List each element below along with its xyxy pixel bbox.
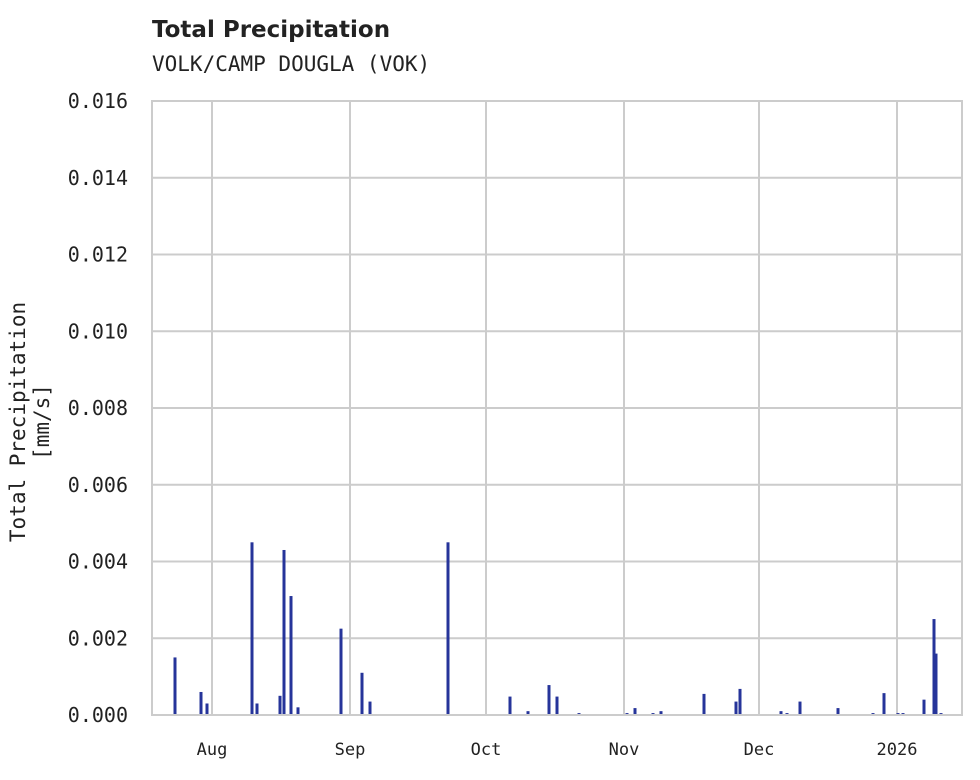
y-tick-label: 0.000 xyxy=(68,703,128,727)
grid-lines xyxy=(152,100,962,716)
precip-bar xyxy=(360,672,364,715)
precip-bar xyxy=(836,708,840,715)
precip-bar xyxy=(734,701,738,715)
x-tick-label: Dec xyxy=(744,740,775,760)
precip-bar xyxy=(446,542,450,715)
precip-bar xyxy=(555,696,559,715)
x-tick-label: Aug xyxy=(197,740,228,760)
precip-bar xyxy=(205,703,209,715)
precip-bar xyxy=(659,711,663,715)
precip-bar xyxy=(882,693,886,715)
y-tick-label: 0.014 xyxy=(68,166,128,190)
precip-bar xyxy=(922,699,926,715)
x-tick-label: Nov xyxy=(609,740,640,760)
x-tick-label: 2026 xyxy=(877,740,918,760)
x-axis-ticks: Aug Sep Oct Nov Dec 2026 xyxy=(197,740,918,760)
precip-bar xyxy=(368,701,372,715)
plot-frame xyxy=(151,100,963,716)
y-tick-label: 0.010 xyxy=(68,319,128,343)
data-series xyxy=(173,542,943,715)
precip-bar xyxy=(296,707,300,715)
y-axis-ticks: 0.000 0.002 0.004 0.006 0.008 0.010 0.012 0.014… xyxy=(68,89,128,727)
y-tick-label: 0.002 xyxy=(68,626,128,650)
precip-bar xyxy=(199,691,203,715)
precip-bar xyxy=(339,628,343,715)
x-tick-label: Sep xyxy=(335,740,366,760)
precip-bar xyxy=(633,708,637,715)
precip-bar xyxy=(934,653,938,715)
precip-bar xyxy=(289,596,293,715)
precip-bar xyxy=(250,542,254,715)
precip-bar xyxy=(173,657,177,715)
x-tick-label: Oct xyxy=(471,740,502,760)
precip-bar xyxy=(702,693,706,715)
precip-bar xyxy=(508,696,512,715)
precip-bar xyxy=(278,695,282,715)
precip-bar xyxy=(798,701,802,715)
precip-bar xyxy=(932,619,936,715)
y-tick-label: 0.004 xyxy=(68,550,128,574)
y-tick-label: 0.006 xyxy=(68,473,128,497)
chart-title: Total Precipitation xyxy=(152,17,391,43)
chart-subtitle: VOLK/CAMP DOUGLA (VOK) xyxy=(152,52,431,76)
precip-bar xyxy=(282,549,286,715)
precip-bar xyxy=(738,688,742,715)
precip-bar xyxy=(547,685,551,715)
y-tick-label: 0.012 xyxy=(68,243,128,267)
precip-bar xyxy=(779,711,783,715)
precip-bar xyxy=(526,711,530,715)
y-tick-label: 0.008 xyxy=(68,396,128,420)
y-tick-label: 0.016 xyxy=(68,89,128,113)
precip-bar xyxy=(255,703,259,715)
